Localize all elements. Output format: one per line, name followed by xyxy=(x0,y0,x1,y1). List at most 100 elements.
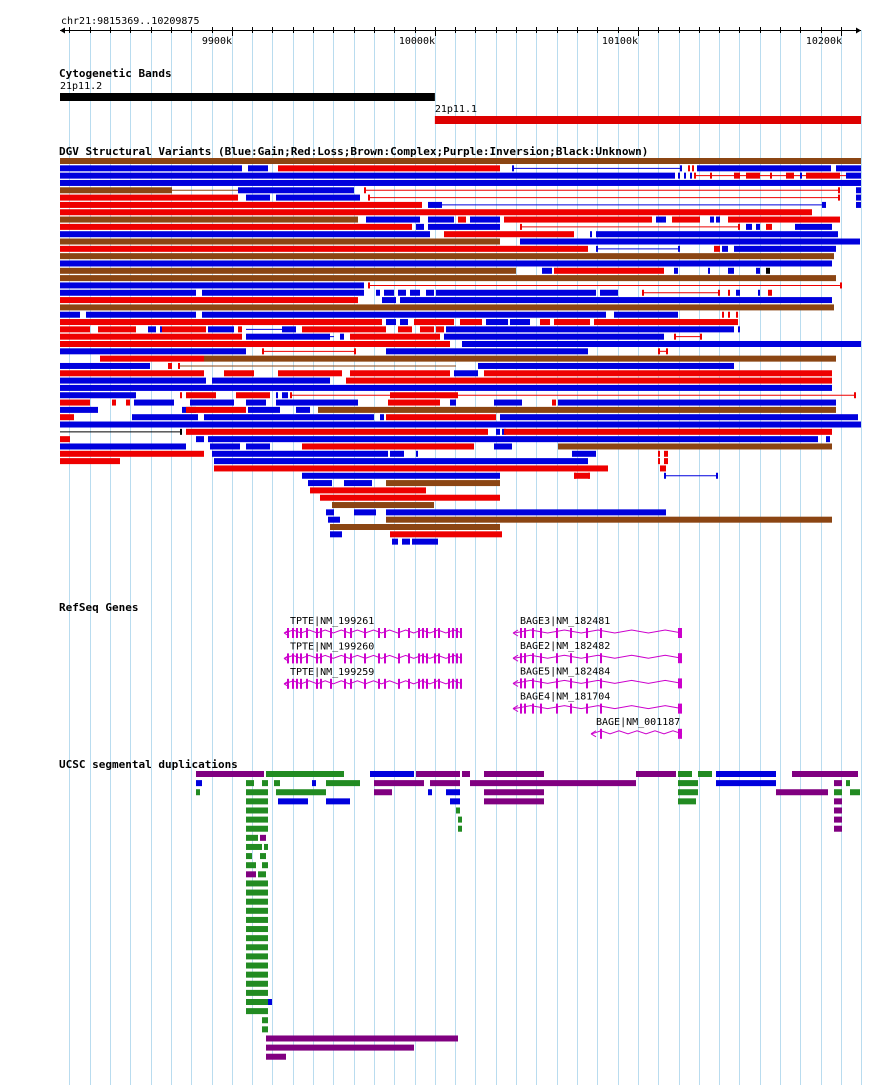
gene-exon xyxy=(296,628,298,638)
dgv-variant xyxy=(60,450,204,457)
gene-exon xyxy=(524,678,526,689)
segdup-block xyxy=(196,789,200,796)
dgv-variant xyxy=(504,216,652,223)
segdup-block xyxy=(246,935,268,942)
segdup-block xyxy=(416,771,460,777)
dgv-variant xyxy=(486,319,508,326)
cytoband-track-title: Cytogenetic Bands xyxy=(59,67,172,80)
dgv-variant xyxy=(822,201,826,208)
refseq-track-title: RefSeq Genes xyxy=(59,601,138,614)
segdup-block xyxy=(246,834,258,841)
segdup-block xyxy=(246,780,254,787)
gene-exon xyxy=(364,628,366,638)
gene-exon xyxy=(540,678,542,689)
dgv-variant xyxy=(366,216,420,223)
dgv-variant xyxy=(718,289,720,296)
gene-exon xyxy=(520,628,522,638)
gene-exon xyxy=(678,628,682,638)
dgv-variant xyxy=(60,216,358,223)
segdup-block xyxy=(834,798,842,805)
gene-exon xyxy=(540,653,542,664)
dgv-variant xyxy=(504,428,832,435)
dgv-variant xyxy=(390,531,502,538)
dgv-variant xyxy=(60,333,242,340)
dgv-variant xyxy=(382,297,396,304)
dgv-variant xyxy=(302,326,386,333)
segdup-block xyxy=(246,1008,268,1015)
gene-exon xyxy=(398,653,400,664)
segdup-block xyxy=(246,807,268,814)
dgv-variant xyxy=(60,326,90,333)
dgv-variant xyxy=(614,311,678,318)
dgv-variant xyxy=(296,406,310,413)
segdup-block xyxy=(484,771,544,777)
dgv-variant xyxy=(180,392,182,399)
gene-exon xyxy=(296,653,298,664)
dgv-variant xyxy=(208,436,818,443)
dgv-variant xyxy=(386,509,666,516)
segdup-block xyxy=(458,825,462,832)
dgv-variant xyxy=(688,165,690,172)
gene-exon xyxy=(398,678,400,689)
segdup-block xyxy=(312,780,316,787)
gene-exon xyxy=(456,628,458,638)
dgv-variant xyxy=(364,187,366,194)
gene-exon xyxy=(556,678,558,689)
dgv-variant xyxy=(290,392,292,399)
dgv-variant xyxy=(856,201,861,208)
gene-exon xyxy=(524,703,526,714)
dgv-variant xyxy=(60,187,172,194)
segdup-block xyxy=(260,853,266,860)
dgv-variant xyxy=(212,377,330,384)
gene-exon xyxy=(287,628,289,638)
segdup-block xyxy=(246,798,268,805)
gene-exon xyxy=(306,628,308,638)
dgv-variant xyxy=(596,231,838,238)
dgv-variant xyxy=(386,348,588,355)
segdup-block xyxy=(274,780,280,787)
gene-exon xyxy=(438,653,440,664)
dgv-variant xyxy=(60,165,242,172)
segdup-block xyxy=(374,789,392,796)
dgv-variant xyxy=(60,172,675,179)
dgv-variant xyxy=(386,414,496,421)
gene-exon xyxy=(320,653,322,664)
dgv-variant xyxy=(60,384,832,391)
dgv-variant xyxy=(308,480,332,487)
ruler-tick-label: 9900k xyxy=(202,36,232,47)
dgv-variant xyxy=(210,443,240,450)
gene-exon xyxy=(330,628,332,638)
gene-exon xyxy=(460,628,462,638)
segdup-block xyxy=(266,1035,458,1042)
dgv-variant xyxy=(384,289,394,296)
dgv-variant xyxy=(444,231,574,238)
dgv-variant xyxy=(414,319,454,326)
dgv-variant xyxy=(450,399,456,406)
dgv-variant xyxy=(678,245,680,252)
gene-exon xyxy=(524,628,526,638)
dgv-variant xyxy=(412,538,438,545)
dgv-variant xyxy=(60,282,364,289)
dgv-variant xyxy=(574,472,576,479)
segdup-block xyxy=(262,1026,268,1033)
gene-label: TPTE|NM_199259 xyxy=(290,667,374,678)
segdup-block xyxy=(776,789,828,796)
segdup-block xyxy=(246,953,268,960)
ruler-tick-label: 10100k xyxy=(602,36,638,47)
dgv-variant xyxy=(428,216,454,223)
dgv-variant xyxy=(846,172,861,179)
dgv-variant xyxy=(856,187,861,194)
dgv-variant xyxy=(350,370,450,377)
region-label: chr21:9815369..10209875 xyxy=(61,16,199,27)
gene-exon xyxy=(344,628,346,638)
gene-exon xyxy=(520,703,522,714)
gene-exon xyxy=(570,628,572,638)
dgv-variant xyxy=(454,370,478,377)
segdup-block xyxy=(264,843,268,850)
gene-exon xyxy=(434,628,436,638)
dgv-variant xyxy=(642,289,644,296)
dgv-variant xyxy=(60,158,861,164)
dgv-variant xyxy=(795,223,832,230)
dgv-variant xyxy=(162,326,206,333)
dgv-variant xyxy=(590,231,592,238)
